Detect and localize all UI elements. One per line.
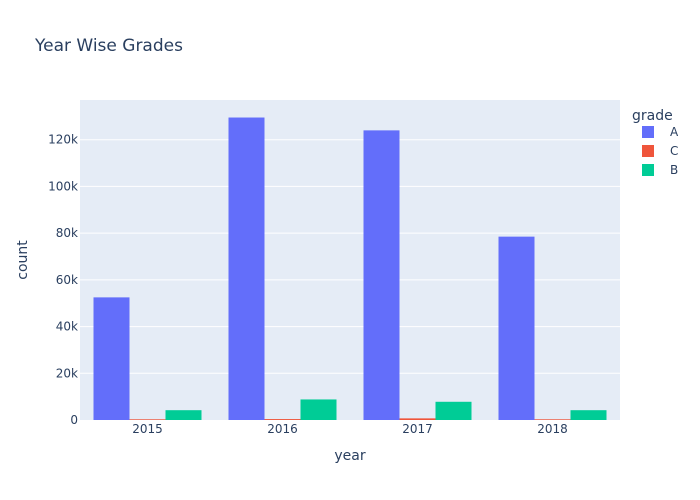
y-tick-label: 0 (70, 413, 78, 427)
y-tick-label: 20k (56, 366, 78, 380)
x-tick-label: 2016 (267, 422, 298, 436)
legend-item-B[interactable]: B (642, 163, 678, 177)
y-tick-label: 40k (56, 320, 78, 334)
y-tick-label: 80k (56, 226, 78, 240)
bar-B-2015[interactable] (165, 410, 202, 420)
legend-label: B (670, 163, 678, 177)
x-tick-label: 2018 (537, 422, 568, 436)
x-tick-labels: 2015 2016 2017 2018 (132, 422, 568, 436)
gridlines (80, 139, 620, 374)
bar-A-2017[interactable] (363, 130, 400, 420)
y-tick-label: 100k (48, 179, 78, 193)
legend-swatch (642, 145, 654, 157)
legend-item-C[interactable]: C (642, 144, 678, 158)
y-tick-label: 120k (48, 133, 78, 147)
bar-B-2018[interactable] (570, 410, 607, 420)
bar-A-2016[interactable] (228, 117, 265, 420)
bar-C-2018[interactable] (534, 419, 571, 420)
legend-swatch (642, 126, 654, 138)
plot-area (80, 100, 620, 420)
y-axis-title: count (15, 240, 31, 280)
bar-B-2017[interactable] (435, 401, 472, 420)
x-tick-label: 2015 (132, 422, 163, 436)
y-tick-label: 60k (56, 273, 78, 287)
legend-item-A[interactable]: A (642, 125, 679, 139)
legend-swatch (642, 164, 654, 176)
legend-label: C (670, 144, 678, 158)
bars (93, 117, 607, 420)
y-tick-labels: 0 20k 40k 60k 80k 100k 120k (48, 133, 78, 427)
bar-B-2016[interactable] (300, 399, 337, 420)
bar-C-2017[interactable] (399, 418, 436, 420)
bar-C-2016[interactable] (264, 419, 301, 420)
legend[interactable]: grade ACB (632, 108, 679, 177)
legend-title: grade (632, 108, 673, 124)
legend-label: A (670, 125, 679, 139)
x-axis-title: year (334, 448, 365, 464)
chart-title: Year Wise Grades (34, 36, 183, 56)
x-tick-label: 2017 (402, 422, 433, 436)
bar-A-2018[interactable] (498, 236, 535, 420)
bar-C-2015[interactable] (129, 419, 166, 420)
bar-A-2015[interactable] (93, 297, 130, 420)
